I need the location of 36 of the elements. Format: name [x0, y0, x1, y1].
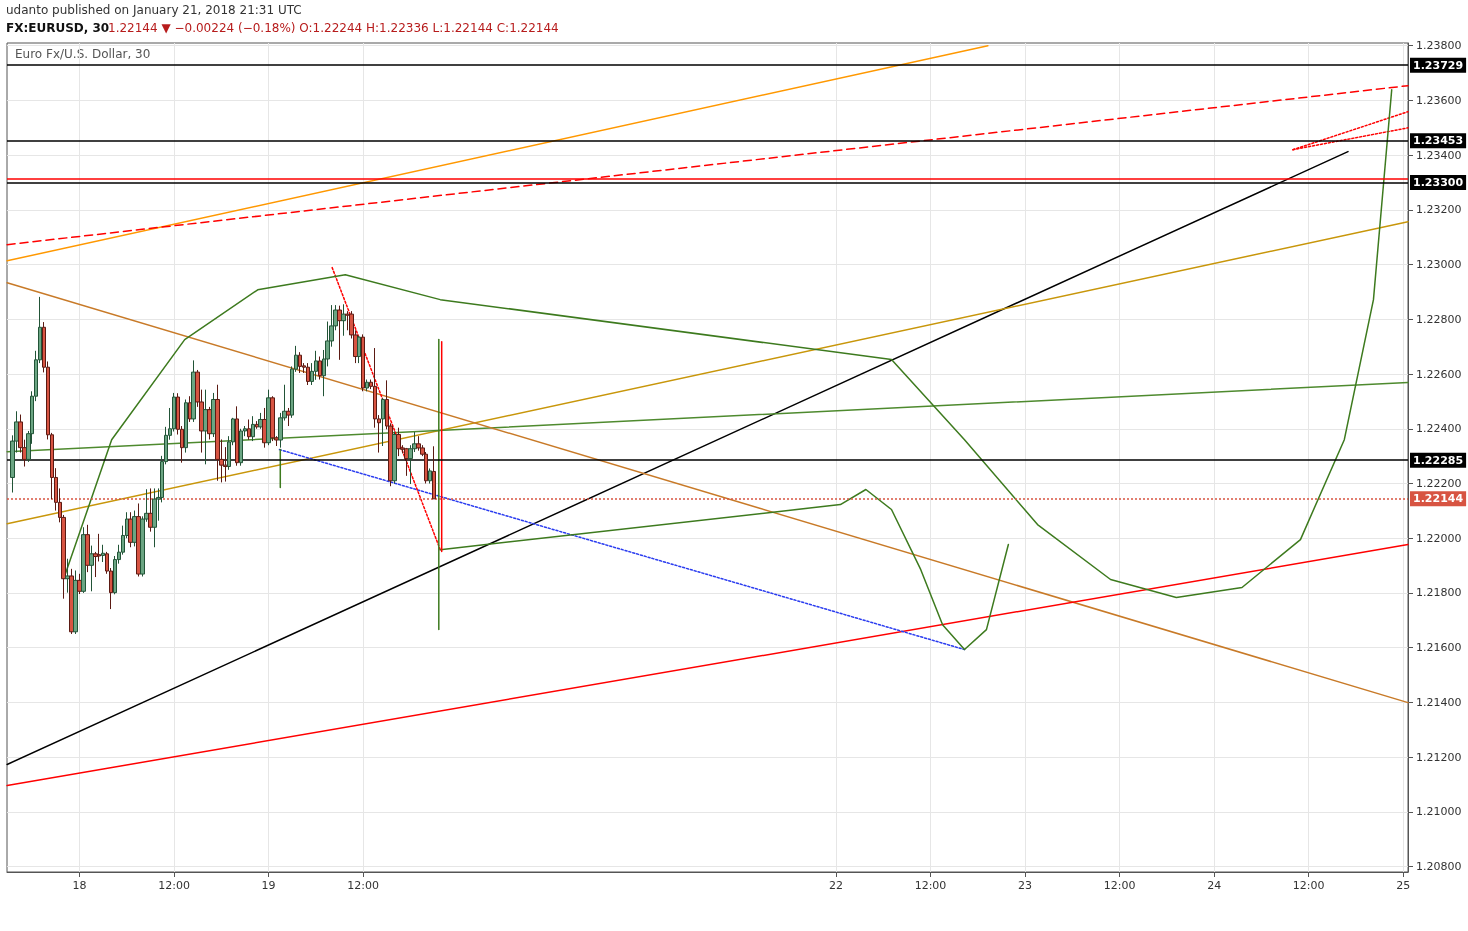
text: udanto published on January 21, 2018 21:31 UTC — [6, 3, 302, 17]
x-tick-label: 24 — [1207, 879, 1222, 892]
y-tick-label: 1.22000 — [1416, 531, 1462, 545]
chart-subtitle: 1.22144 ▼ −0.00224 (−0.18%) O:1.22244 H:1.22336 L:1.22144 C:1.22144 — [108, 21, 559, 35]
y-tick-label: 1.20800 — [1416, 860, 1462, 874]
x-tick-label: 22 — [828, 879, 843, 892]
y-tick-label: 1.21200 — [1416, 750, 1462, 764]
y-tick-label: 1.22800 — [1416, 312, 1462, 326]
y-tick-label: 1.23600 — [1416, 93, 1462, 107]
ref-line-label: 1.22285 — [1413, 453, 1464, 467]
x-tick-label: 23 — [1018, 879, 1033, 892]
ref-line-label: 1.23729 — [1413, 58, 1464, 72]
y-tick-label: 1.22200 — [1416, 476, 1462, 490]
y-tick-label: 1.21600 — [1416, 641, 1462, 655]
y-tick-label: 1.23800 — [1416, 39, 1462, 53]
x-tick-label: 12:00 — [1103, 879, 1136, 892]
y-tick-label: 1.23400 — [1416, 148, 1462, 162]
y-tick-label: 1.21800 — [1416, 586, 1462, 600]
ref-line-label: 1.23300 — [1413, 176, 1464, 190]
y-tick-label: 1.23000 — [1416, 258, 1462, 272]
ref-line-label: 1.23453 — [1413, 134, 1464, 148]
y-tick-label: 1.21400 — [1416, 695, 1462, 709]
y-tick-label: 1.22600 — [1416, 367, 1462, 381]
x-tick-label: 25 — [1396, 879, 1411, 892]
y-tick-label: 1.22400 — [1416, 422, 1462, 436]
y-tick-label: 1.21000 — [1416, 805, 1462, 819]
x-tick-label: 12:00 — [914, 879, 947, 892]
x-tick-label: 12:00 — [1292, 879, 1325, 892]
x-tick-label: 19 — [261, 879, 276, 892]
ref-line-label: 1.22144 — [1413, 492, 1464, 506]
x-tick-label: 18 — [72, 879, 87, 892]
chart-title: FX:EURUSD, 30 — [6, 21, 110, 35]
annotation: Euro Fx/U.S. Dollar, 30 — [15, 47, 151, 61]
x-tick-label: 12:00 — [347, 879, 380, 892]
x-tick-label: 12:00 — [158, 879, 190, 892]
y-tick-label: 1.23200 — [1416, 203, 1462, 217]
